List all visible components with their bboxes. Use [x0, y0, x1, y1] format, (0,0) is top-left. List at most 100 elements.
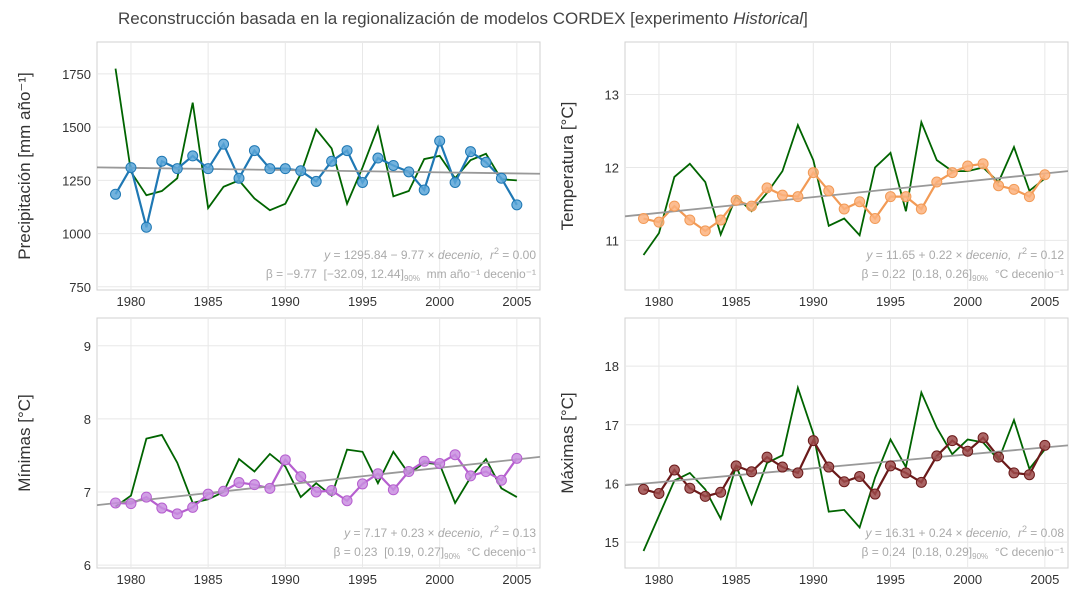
x-tick-label: 2005: [1030, 572, 1059, 587]
point: [156, 502, 168, 514]
eq-part: 2: [494, 524, 499, 534]
eq-part: decenio,: [966, 526, 1011, 540]
eq-part: = 7.17 + 0.23 ×: [350, 526, 438, 540]
equation: y = 16.31 + 0.24 × decenio, r2 = 0.08: [864, 524, 1064, 540]
point: [449, 449, 461, 461]
y-tick-label: 8: [84, 412, 91, 427]
x-tick-label: 2000: [953, 294, 982, 309]
beta-part: 90%: [444, 552, 460, 561]
eq-part: = 1295.84 − 9.77 ×: [330, 248, 438, 262]
point: [684, 214, 696, 226]
beta: β = −9.77 [−32.09, 12.44]90% mm año⁻¹ de…: [266, 267, 536, 283]
point: [823, 185, 835, 197]
point: [1008, 183, 1020, 195]
point: [653, 216, 665, 228]
y-tick-label: 1500: [62, 120, 91, 135]
point: [434, 457, 446, 469]
y-tick-label: 9: [84, 339, 91, 354]
point: [746, 200, 758, 212]
equation: y = 7.17 + 0.23 × decenio, r2 = 0.13: [343, 524, 536, 540]
y-tick-label: 17: [605, 418, 619, 433]
y-tick-label: 1250: [62, 173, 91, 188]
series-line: [642, 118, 1046, 256]
point: [372, 152, 384, 164]
panel-background: [96, 317, 541, 569]
point: [854, 470, 866, 482]
point: [356, 478, 368, 490]
eq-part: decenio,: [438, 526, 483, 540]
panel: 15 16 17 18 1980 1985 1990 1995 2000 2005 Máximas …: [558, 317, 1069, 587]
point: [761, 451, 773, 463]
point: [279, 454, 291, 466]
point: [326, 155, 338, 167]
point: [1023, 469, 1035, 481]
point: [233, 172, 245, 184]
y-axis-label: Máximas [°C]: [558, 392, 577, 493]
x-tick-label: 1985: [194, 572, 223, 587]
point: [264, 163, 276, 175]
point: [449, 176, 461, 188]
point: [1039, 169, 1051, 181]
eq-part: r: [1011, 248, 1023, 262]
point: [931, 450, 943, 462]
x-tick-label: 1980: [644, 572, 673, 587]
x-tick-label: 2000: [425, 572, 454, 587]
beta-part: 90%: [404, 274, 420, 283]
point: [403, 466, 415, 478]
x-tick-label: 2005: [1030, 294, 1059, 309]
eq-part: y: [343, 526, 351, 540]
y-tick-label: 18: [605, 359, 619, 374]
beta-part: β = −9.77 [−32.09, 12.44]: [266, 267, 404, 281]
x-tick-label: 1990: [799, 294, 828, 309]
x-tick-label: 1985: [194, 294, 223, 309]
point: [715, 214, 727, 226]
point: [1008, 467, 1020, 479]
y-axis-label: Precipitación [mm año⁻¹]: [15, 72, 34, 260]
equation: y = 11.65 + 0.22 × decenio, r2 = 0.12: [865, 246, 1064, 262]
panel: 6 7 8 9 1980 1985 1990 1995 2000 2005 Mínimas [°C]…: [15, 317, 541, 587]
point: [326, 485, 338, 497]
point: [187, 501, 199, 513]
point: [993, 451, 1005, 463]
point: [730, 460, 742, 472]
eq-part: r: [483, 248, 495, 262]
x-tick-label: 1995: [876, 294, 905, 309]
point: [480, 156, 492, 168]
point: [465, 470, 477, 482]
point: [699, 490, 711, 502]
point: [110, 188, 122, 200]
y-axis-label: Mínimas [°C]: [15, 394, 34, 491]
point: [418, 455, 430, 467]
point: [233, 476, 245, 488]
point: [668, 200, 680, 212]
point: [480, 466, 492, 478]
x-tick-label: 2000: [953, 572, 982, 587]
beta-part: β = 0.22 [0.18, 0.26]: [861, 267, 972, 281]
point: [900, 467, 912, 479]
x-tick-label: 1995: [876, 572, 905, 587]
point: [869, 213, 881, 225]
point: [465, 146, 477, 158]
point: [248, 145, 260, 157]
point: [931, 176, 943, 188]
point: [807, 435, 819, 447]
beta-part: β = 0.23 [0.19, 0.27]: [333, 545, 444, 559]
beta-part: mm año⁻¹ decenio⁻¹: [420, 267, 536, 281]
panel-background: [624, 317, 1069, 569]
point: [156, 155, 168, 167]
y-tick-label: 6: [84, 558, 91, 573]
point: [993, 180, 1005, 192]
point: [776, 189, 788, 201]
point: [977, 432, 989, 444]
point: [884, 460, 896, 472]
eq-part: = 0.12: [1027, 248, 1064, 262]
beta: β = 0.24 [0.18, 0.29]90% °C decenio⁻¹: [861, 545, 1064, 561]
point: [807, 167, 819, 179]
x-tick-label: 1980: [116, 572, 145, 587]
point: [511, 452, 523, 464]
y-tick-label: 750: [69, 280, 91, 295]
point: [495, 172, 507, 184]
point: [218, 138, 230, 150]
series-line: [115, 433, 518, 508]
